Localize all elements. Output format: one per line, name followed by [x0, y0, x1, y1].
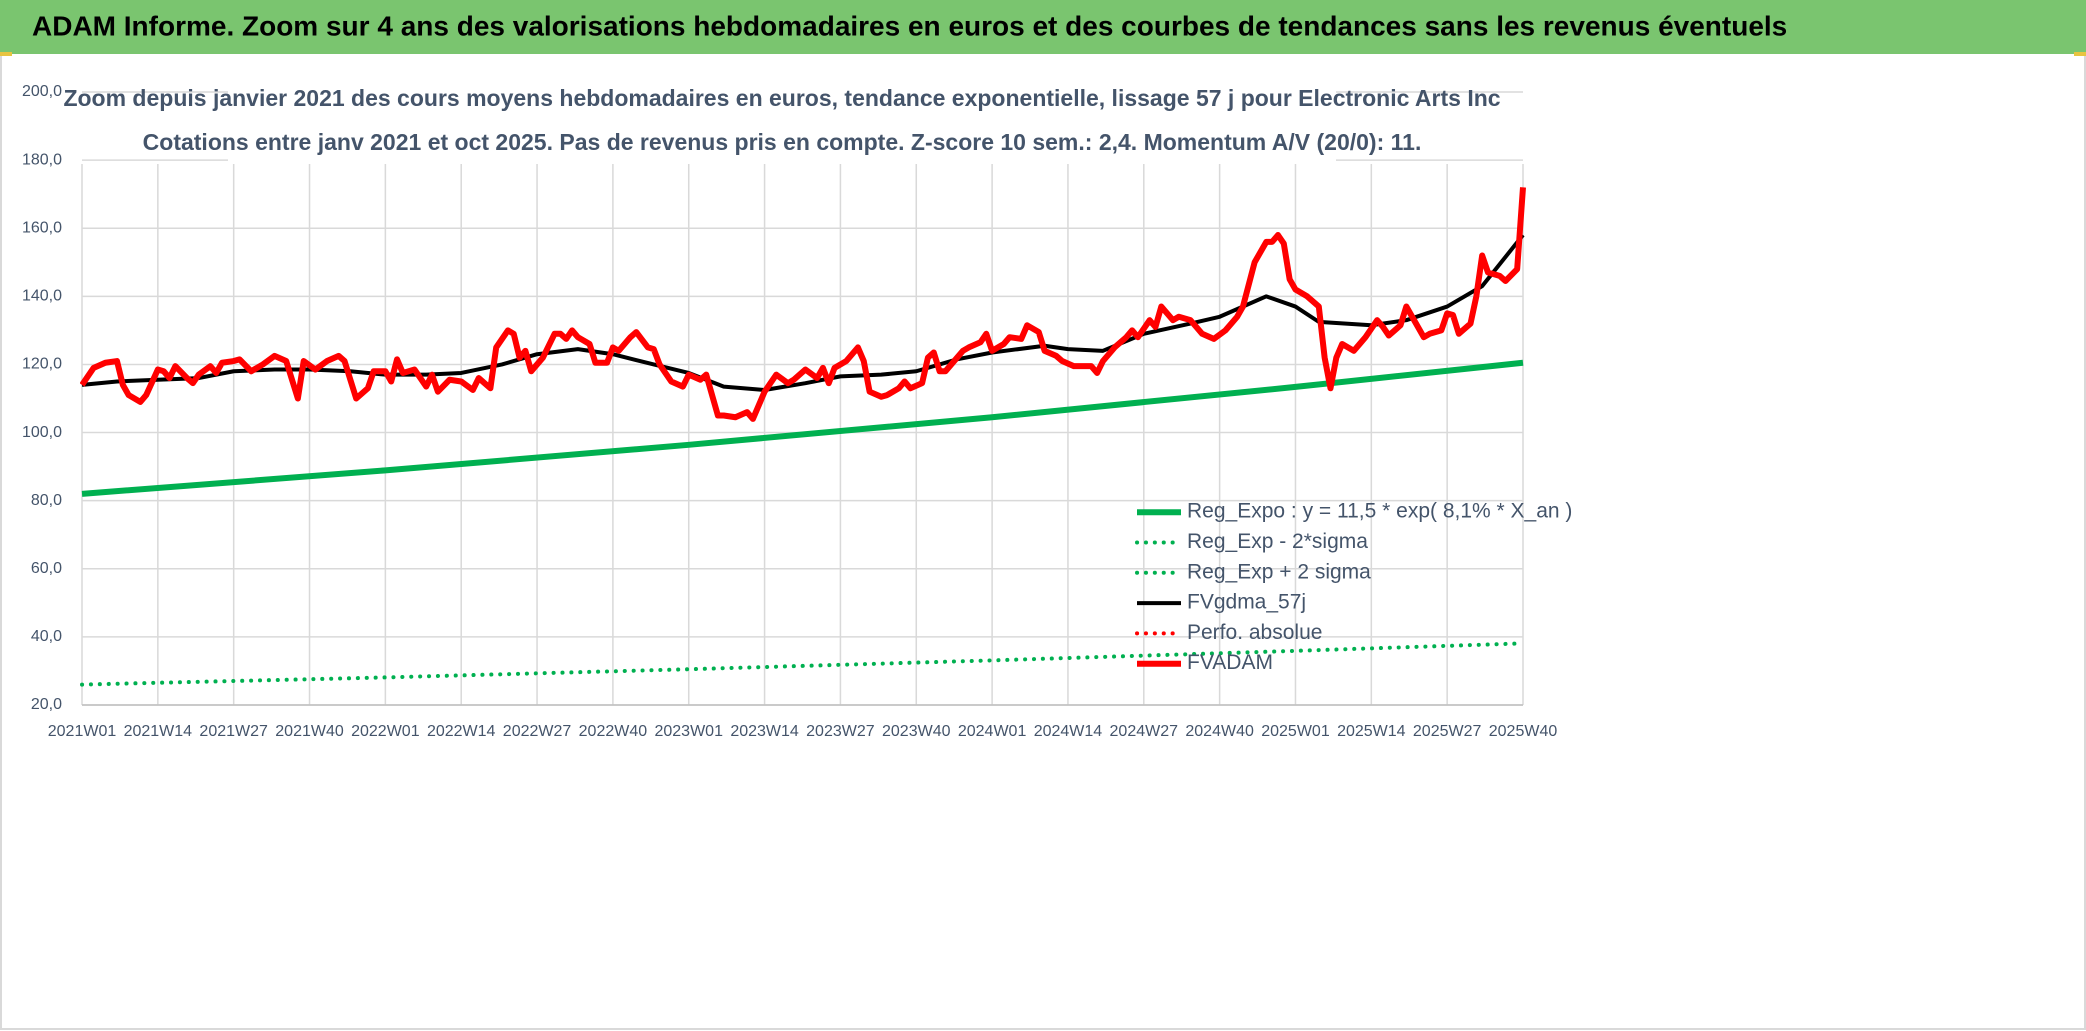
y-tick-label: 120,0: [22, 356, 62, 373]
legend: Reg_Expo : y = 11,5 * exp( 8,1% * X_an )…: [1135, 500, 1572, 674]
axes: 20,0 40,0 60,0 80,0 100,0 120,0 140,0 160,0 180,…: [22, 83, 1557, 740]
x-tick-label: 2021W40: [275, 723, 344, 740]
legend-label: Perfo. absolue: [1187, 621, 1322, 644]
x-tick-label: 2025W40: [1489, 723, 1558, 740]
series-line: [81, 233, 1525, 392]
plot-lines: [80, 187, 1526, 687]
legend-label: Reg_Expo : y = 11,5 * exp( 8,1% * X_an ): [1187, 500, 1572, 523]
x-tick-label: 2021W01: [48, 723, 117, 740]
x-tick-label: 2023W14: [730, 723, 799, 740]
x-tick-label: 2022W27: [503, 723, 572, 740]
y-tick-label: 80,0: [31, 492, 62, 509]
x-tick-label: 2025W01: [1261, 723, 1330, 740]
subtitle-box: [228, 78, 1336, 164]
subtitle: Cotations entre janv 2021 et oct 2025. P…: [143, 129, 1422, 155]
x-tick-label: 2023W01: [654, 723, 723, 740]
legend-label: Reg_Exp + 2 sigma: [1187, 560, 1371, 583]
subtitle: Zoom depuis janvier 2021 des cours moyen…: [63, 85, 1500, 111]
x-tick-label: 2023W40: [882, 723, 951, 740]
y-tick-label: 200,0: [22, 83, 62, 100]
legend-label: FVADAM: [1187, 651, 1273, 674]
series-line: [80, 187, 1526, 422]
corner-accent: [2074, 52, 2086, 56]
legend-label: Reg_Exp - 2*sigma: [1187, 530, 1368, 553]
y-tick-label: 60,0: [31, 560, 62, 577]
x-tick-label: 2021W27: [199, 723, 268, 740]
x-tick-label: 2022W40: [579, 723, 648, 740]
x-tick-label: 2021W14: [124, 723, 193, 740]
x-tick-label: 2024W14: [1034, 723, 1103, 740]
header-title: ADAM Informe. Zoom sur 4 ans des valoris…: [32, 10, 1787, 41]
x-tick-label: 2025W14: [1337, 723, 1406, 740]
x-tick-label: 2022W14: [427, 723, 496, 740]
y-tick-label: 100,0: [22, 424, 62, 441]
x-tick-label: 2025W27: [1413, 723, 1482, 740]
x-tick-label: 2024W27: [1110, 723, 1179, 740]
y-tick-label: 40,0: [31, 628, 62, 645]
y-tick-label: 20,0: [31, 696, 62, 713]
y-tick-label: 160,0: [22, 219, 62, 236]
legend-label: FVgdma_57j: [1187, 591, 1306, 614]
header-bar: [0, 0, 2086, 54]
x-tick-label: 2024W01: [958, 723, 1027, 740]
corner-accent: [0, 52, 12, 56]
y-tick-label: 180,0: [22, 151, 62, 168]
y-tick-label: 140,0: [22, 288, 62, 305]
x-tick-label: 2024W40: [1185, 723, 1254, 740]
x-tick-label: 2023W27: [806, 723, 875, 740]
x-tick-label: 2022W01: [351, 723, 420, 740]
